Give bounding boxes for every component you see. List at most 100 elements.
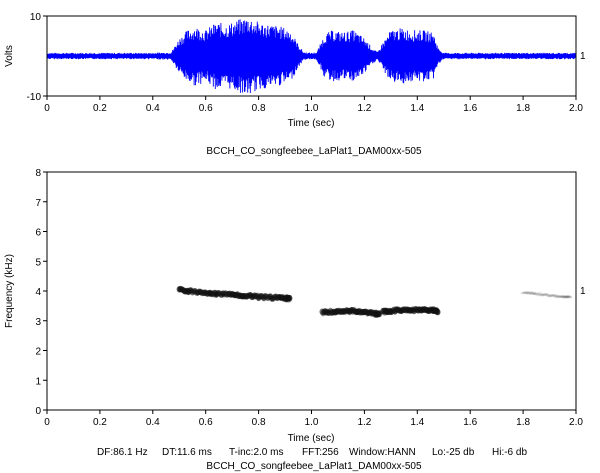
- spectrogram-traces: [176, 285, 573, 318]
- spectrogram-y-tick-label: 3: [35, 317, 41, 328]
- spectrogram-mark: [527, 291, 533, 295]
- spectrogram-y-ticks: 0 1 2 3 4 5 6 7 8: [35, 168, 47, 417]
- waveform-y-tick-label: 10: [30, 12, 42, 23]
- spectrogram-mark: [556, 295, 562, 299]
- spectrogram-mark: [560, 294, 566, 298]
- spectrogram-mark: [545, 294, 551, 297]
- spectrogram-y-tick-label: 0: [35, 406, 41, 417]
- spectrogram-y-tick-label: 8: [35, 168, 41, 179]
- spectrogram-trace: [380, 305, 441, 316]
- waveform-x-tick-label: 0.8: [252, 103, 266, 114]
- waveform-trace: [46, 19, 577, 93]
- waveform-y-tick-label: -10: [27, 92, 42, 103]
- waveform-x-tick-label: 0: [44, 103, 50, 114]
- spectrogram-x-tick-label: 1.4: [410, 417, 424, 428]
- waveform-x-tick-label: 1.6: [463, 103, 477, 114]
- spectrogram-mark: [524, 291, 530, 294]
- spectrogram-mark: [565, 295, 571, 299]
- spectrogram-mark: [552, 294, 558, 297]
- spectrogram-mark: [557, 295, 563, 298]
- analysis-parameters: DF:86.1 Hz DT:11.6 ms T-inc:2.0 ms FFT:2…: [97, 447, 527, 458]
- spectrogram-mark: [544, 293, 550, 296]
- spectrogram-ylabel: Frequency (kHz): [4, 254, 15, 328]
- spectrogram-mark: [540, 293, 546, 297]
- waveform-x-tick-label: 1.2: [357, 103, 371, 114]
- spectrogram-mark: [549, 294, 555, 297]
- spectrogram-y-tick-label: 6: [35, 228, 41, 239]
- spectrogram-mark: [533, 293, 539, 296]
- waveform-x-ticks: 0 0.2 0.4 0.6 0.8 1.0 1.2 1.4 1.6 1.8 2.0: [44, 96, 583, 114]
- spectrogram-mark: [539, 293, 545, 297]
- spectrogram-x-tick-label: 2.0: [569, 417, 583, 428]
- waveform-x-tick-label: 0.6: [199, 103, 213, 114]
- spectrogram-mark: [558, 295, 565, 299]
- spectrogram-mark: [521, 291, 528, 295]
- spectrogram-x-tick-label: 0.6: [199, 417, 213, 428]
- spectrogram-mark: [561, 295, 567, 299]
- waveform-channel-label: 1: [580, 51, 586, 62]
- param-hi: Hi:-6 db: [492, 447, 527, 458]
- spectrogram-x-ticks: 0 0.2 0.4 0.6 0.8 1.0 1.2 1.4 1.6 1.8 2.0: [44, 410, 583, 428]
- spectrogram-y-tick-label: 7: [35, 198, 41, 209]
- param-lo: Lo:-25 db: [432, 447, 475, 458]
- spectrogram-x-tick-label: 0.4: [146, 417, 160, 428]
- spectrogram-mark: [560, 295, 567, 299]
- spectrogram-panel: Frequency (kHz) 0 1 2 3 4 5 6 7 8 0 0.2 0.4 0.6 0.8 1…: [4, 168, 586, 472]
- waveform-title: BCCH_CO_songfeebee_LaPlat1_DAM00xx-505: [206, 146, 422, 157]
- spectrogram-x-tick-label: 0.8: [252, 417, 266, 428]
- waveform-x-tick-label: 1.4: [410, 103, 424, 114]
- spectrogram-mark: [562, 296, 568, 299]
- waveform-x-tick-label: 2.0: [569, 103, 583, 114]
- param-fft: FFT:256: [302, 447, 339, 458]
- spectrogram-axes-frame: [46, 171, 577, 411]
- spectrogram-y-tick-label: 1: [35, 376, 41, 387]
- waveform-x-tick-label: 1.8: [516, 103, 530, 114]
- spectrogram-mark: [548, 294, 554, 297]
- spectrogram-y-tick-label: 4: [35, 287, 41, 298]
- spectrogram-trace: [176, 285, 293, 303]
- waveform-x-tick-label: 1.0: [305, 103, 319, 114]
- waveform-ylabel: Volts: [4, 45, 15, 67]
- spectrogram-mark: [546, 295, 553, 298]
- spectrogram-mark: [531, 291, 537, 295]
- spectrogram-mark: [563, 295, 569, 299]
- spectrogram-mark: [567, 296, 573, 299]
- waveform-panel: Volts 10 -10 1 0 0.2 0.4 0.6 0.8 1.0 1.2 1.4 1.6 1…: [4, 12, 586, 157]
- spectrogram-channel-label: 1: [580, 286, 586, 297]
- spectrogram-mark: [566, 295, 572, 298]
- spectrogram-mark: [536, 293, 542, 297]
- waveform-x-tick-label: 0.2: [93, 103, 107, 114]
- param-window: Window:HANN: [349, 447, 416, 458]
- spectrogram-mark: [535, 292, 541, 295]
- spectrogram-mark: [435, 308, 441, 316]
- spectrogram-trace: [520, 291, 573, 299]
- spectrogram-mark: [525, 292, 531, 295]
- param-tinc: T-inc:2.0 ms: [229, 447, 283, 458]
- spectrogram-xlabel: Time (sec): [288, 433, 335, 444]
- spectrogram-mark: [564, 295, 570, 298]
- spectrogram-mark: [523, 291, 529, 294]
- spectrogram-mark: [537, 292, 543, 295]
- spectrogram-x-tick-label: 1.8: [516, 417, 530, 428]
- spectrogram-mark: [528, 291, 534, 294]
- waveform-signal: [46, 19, 577, 93]
- spectrogram-mark: [550, 293, 557, 297]
- waveform-x-tick-label: 0.4: [146, 103, 160, 114]
- spectrogram-mark: [542, 293, 549, 296]
- spectrogram-x-tick-label: 1.6: [463, 417, 477, 428]
- spectrogram-x-tick-label: 1.0: [305, 417, 319, 428]
- spectrogram-mark: [532, 292, 538, 296]
- param-df: DF:86.1 Hz: [97, 447, 148, 458]
- waveform-xlabel: Time (sec): [288, 118, 335, 129]
- spectrogram-mark: [554, 294, 561, 297]
- spectrogram-y-tick-label: 2: [35, 347, 41, 358]
- spectrogram-y-tick-label: 5: [35, 257, 41, 268]
- param-dt: DT:11.6 ms: [162, 447, 212, 458]
- spectrogram-mark: [553, 295, 559, 299]
- spectrogram-title: BCCH_CO_songfeebee_LaPlat1_DAM00xx-505: [206, 461, 422, 472]
- spectrogram-x-tick-label: 0: [44, 417, 50, 428]
- spectrogram-mark: [564, 295, 571, 298]
- spectrogram-mark: [520, 291, 526, 295]
- spectrogram-x-tick-label: 1.2: [357, 417, 371, 428]
